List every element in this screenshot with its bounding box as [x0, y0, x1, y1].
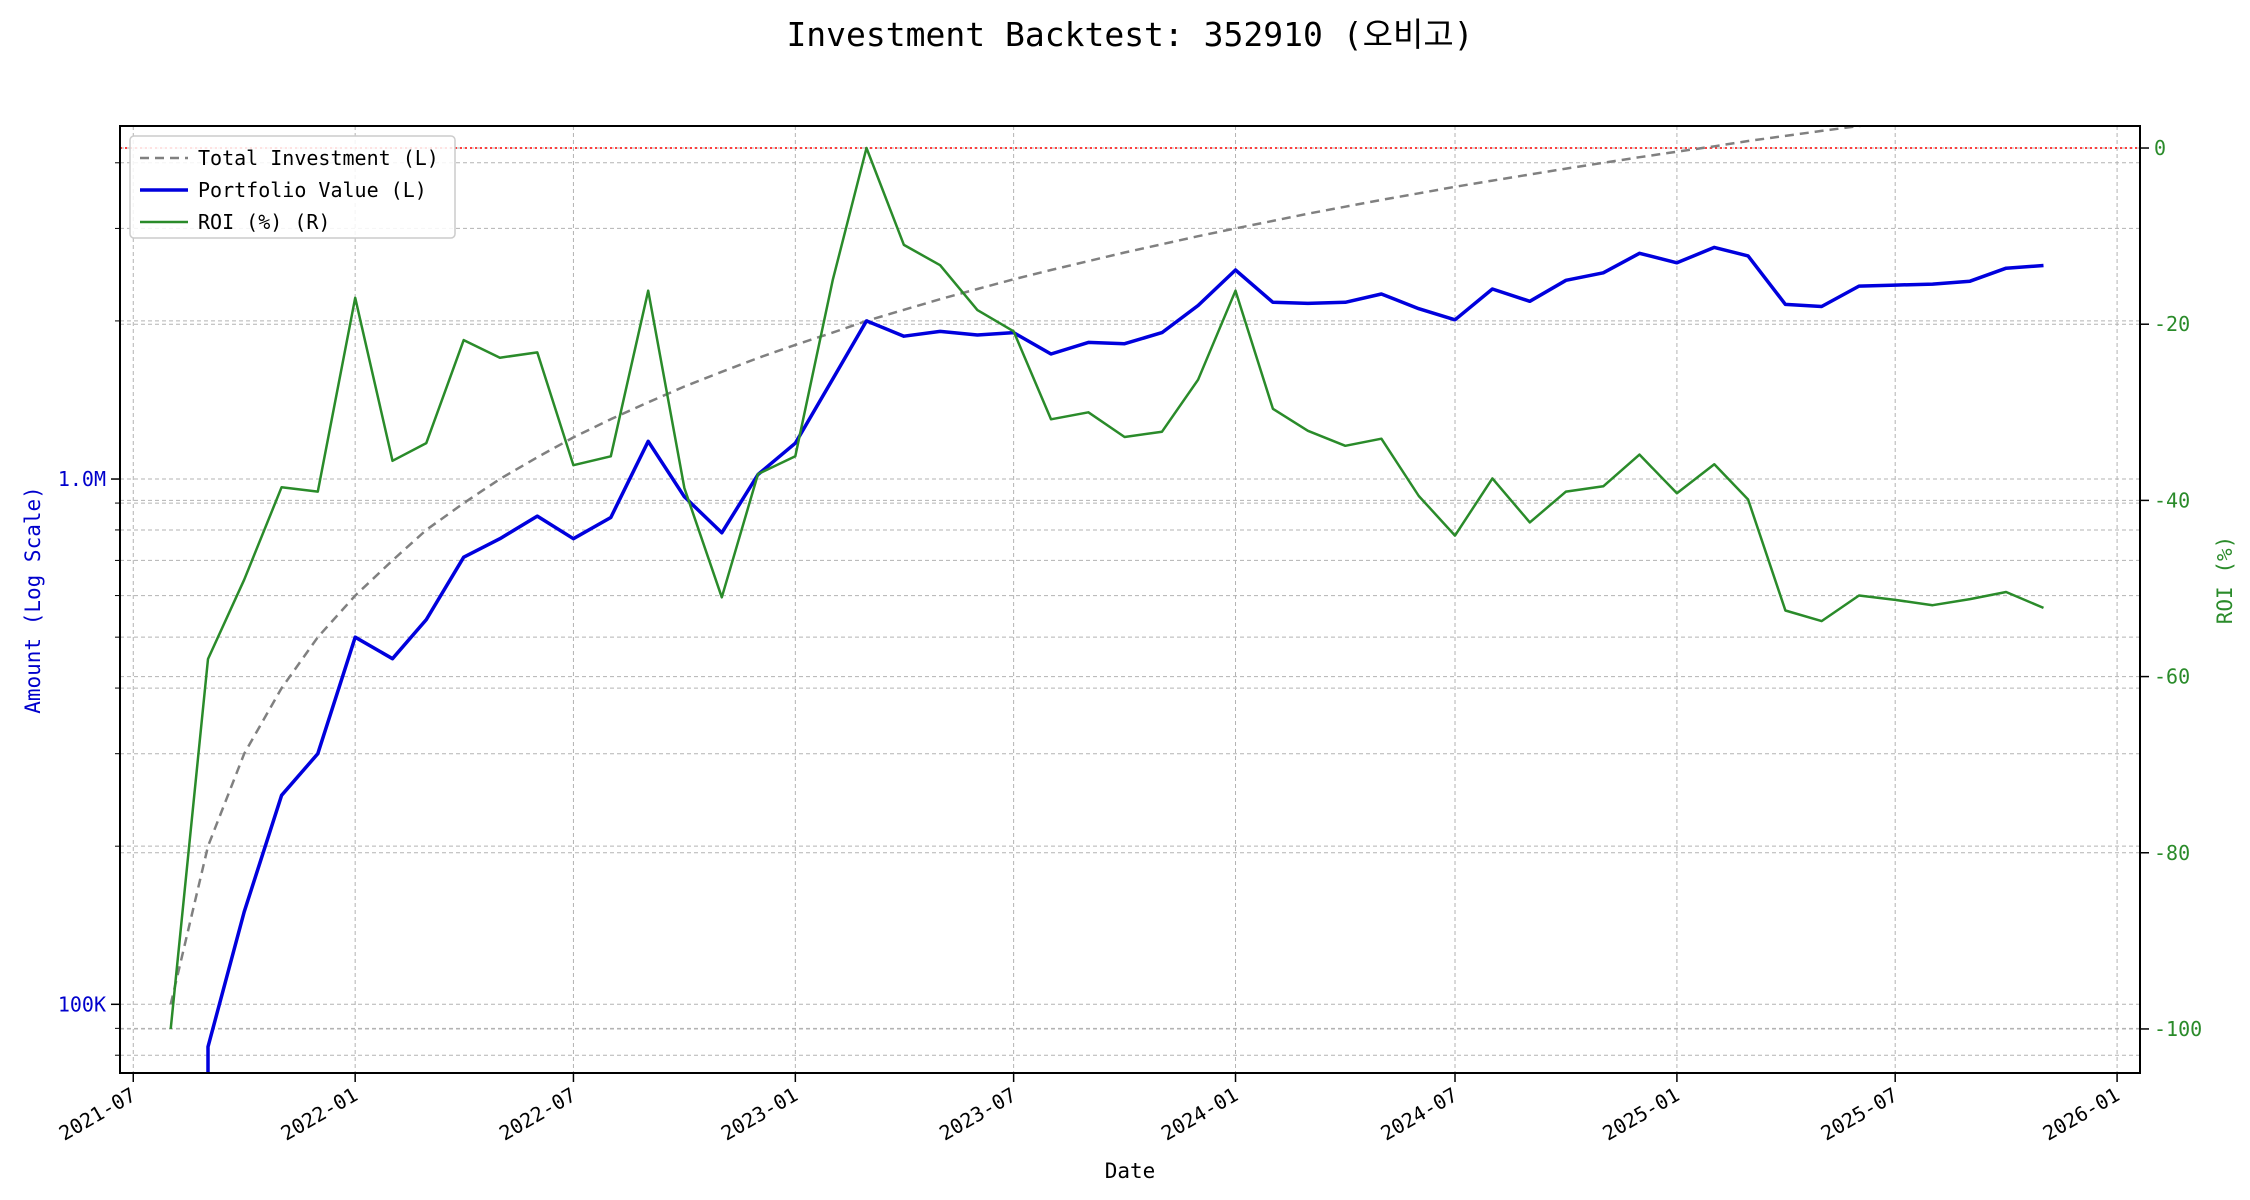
left-y-axis-label: Amount (Log Scale) [21, 486, 45, 714]
right-tick-label: -20 [2154, 312, 2190, 336]
left-tick-label: 100K [58, 992, 106, 1016]
right-tick-label: -60 [2154, 665, 2190, 689]
plot-frame [119, 125, 2141, 1074]
left-tick-label: 1.0M [58, 467, 106, 491]
chart-title: Investment Backtest: 352910 (오비고) [786, 15, 1473, 54]
legend-box [129, 135, 456, 239]
right-tick-label: -80 [2154, 841, 2190, 865]
x-axis-label: Date [1105, 1159, 1156, 1183]
total-investment-line [169, 126, 1869, 1005]
legend-label: Portfolio Value (L) [198, 178, 427, 202]
right-tick-label: 0 [2154, 136, 2166, 160]
legend-label: ROI (%) (R) [198, 210, 330, 234]
right-tick-label: -40 [2154, 488, 2190, 512]
right-tick-label: -100 [2154, 1017, 2202, 1041]
legend-label: Total Investment (L) [198, 146, 439, 170]
roi-line [169, 146, 2044, 1030]
right-y-axis-label: ROI (%) [2213, 536, 2237, 625]
portfolio-value-line [206, 245, 2044, 1073]
legend: Total Investment (L) Portfolio Value (L) R… [129, 135, 456, 239]
